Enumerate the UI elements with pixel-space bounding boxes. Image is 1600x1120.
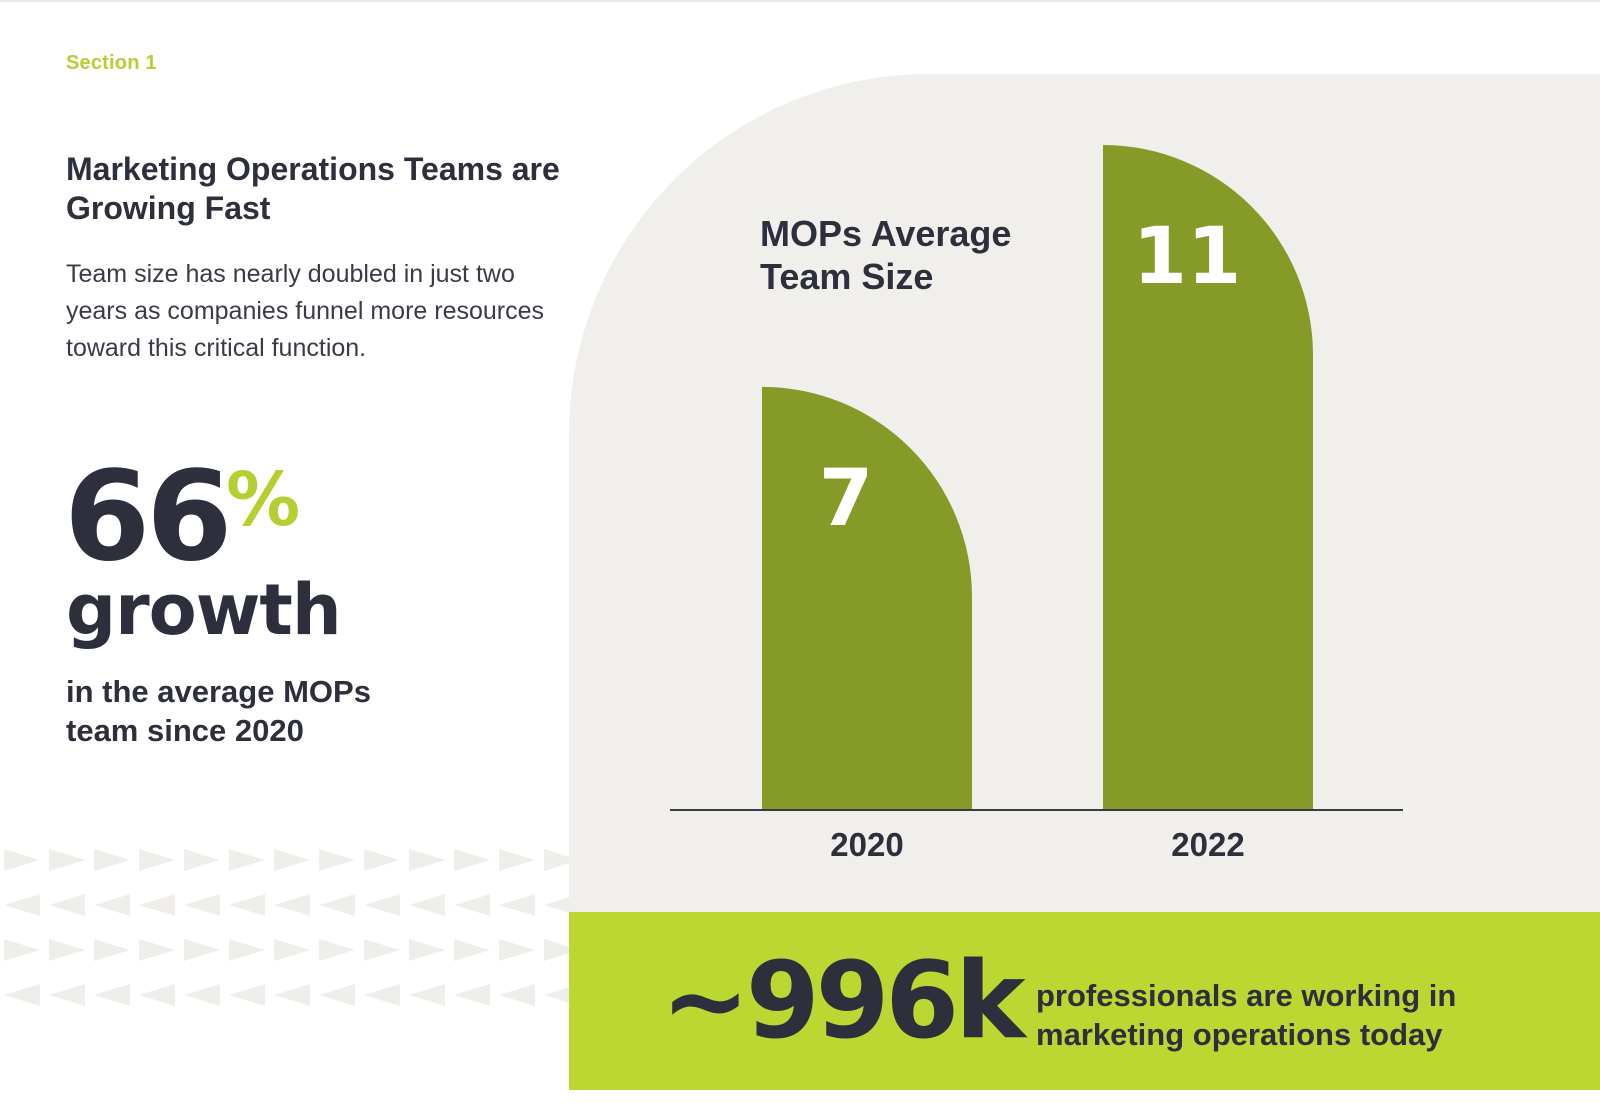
arrow-shape [499,984,535,1006]
arrow-shape [49,894,85,916]
page-title: Marketing Operations Teams are Growing F… [66,151,560,226]
arrow-shape [94,939,130,961]
arrow-shape [319,939,355,961]
arrow-shape [409,894,445,916]
banner-number: ~996k [661,939,1026,1062]
growth-stat-percent: % [226,457,301,543]
arrow-shape [499,939,535,961]
arrow-shape [274,849,310,871]
arrow-shape [229,984,265,1006]
arrow-shape [409,984,445,1006]
arrow-shape [544,849,570,871]
arrow-shape [544,897,570,913]
growth-stat-number: 66 [64,445,233,589]
x-tick-label-2022: 2022 [1171,826,1244,863]
arrow-shape [49,849,85,871]
decorative-arrow-pattern [4,849,570,1006]
bar-2020 [762,386,972,810]
arrow-shape [274,984,310,1006]
chart-title-line-2: Team Size [760,256,933,297]
arrow-shape [184,984,220,1006]
arrow-shape [274,894,310,916]
arrow-shape [274,939,310,961]
section-label: Section 1 [66,52,157,74]
arrow-shape [184,939,220,961]
bar-value-label-2020: 7 [819,454,873,544]
arrow-shape [364,984,400,1006]
bar-value-label-2022: 11 [1133,212,1242,302]
arrow-shape [229,894,265,916]
arrow-shape [499,849,535,871]
arrow-shape [184,894,220,916]
arrow-shape [454,984,490,1006]
arrow-shape [139,894,175,916]
banner-text: professionals are working in marketing o… [1036,978,1457,1052]
arrow-shape [49,939,85,961]
arrow-shape [4,894,40,916]
arrow-shape [319,849,355,871]
x-tick-label-2020: 2020 [830,826,903,863]
arrow-shape [229,849,265,871]
arrow-shape [499,894,535,916]
arrow-shape [544,987,570,1003]
professionals-banner: ~996k professionals are working in marke… [569,912,1600,1090]
arrow-shape [364,849,400,871]
arrow-shape [409,939,445,961]
arrow-shape [4,939,40,961]
chart-title-line-1: MOPs Average [760,213,1011,254]
arrow-shape [94,849,130,871]
arrow-shape [139,849,175,871]
arrow-shape [319,894,355,916]
arrow-shape [94,894,130,916]
arrow-shape [454,894,490,916]
arrow-shape [409,849,445,871]
arrow-shape [4,984,40,1006]
arrow-shape [4,849,40,871]
arrow-shape [139,939,175,961]
top-divider [0,0,1600,2]
arrow-shape [49,984,85,1006]
growth-stat: 66 % [64,445,300,589]
growth-stat-caption: in the average MOPs team since 2020 [66,674,371,748]
growth-stat-word: growth [66,569,342,651]
arrow-shape [94,984,130,1006]
arrow-shape [454,849,490,871]
bar-2022 [1103,145,1313,810]
arrow-shape [364,894,400,916]
arrow-shape [544,939,570,961]
arrow-shape [139,984,175,1006]
arrow-shape [454,939,490,961]
arrow-shape [229,939,265,961]
arrow-shape [364,939,400,961]
intro-paragraph: Team size has nearly doubled in just two… [66,260,545,362]
arrow-shape [184,849,220,871]
arrow-shape [319,984,355,1006]
